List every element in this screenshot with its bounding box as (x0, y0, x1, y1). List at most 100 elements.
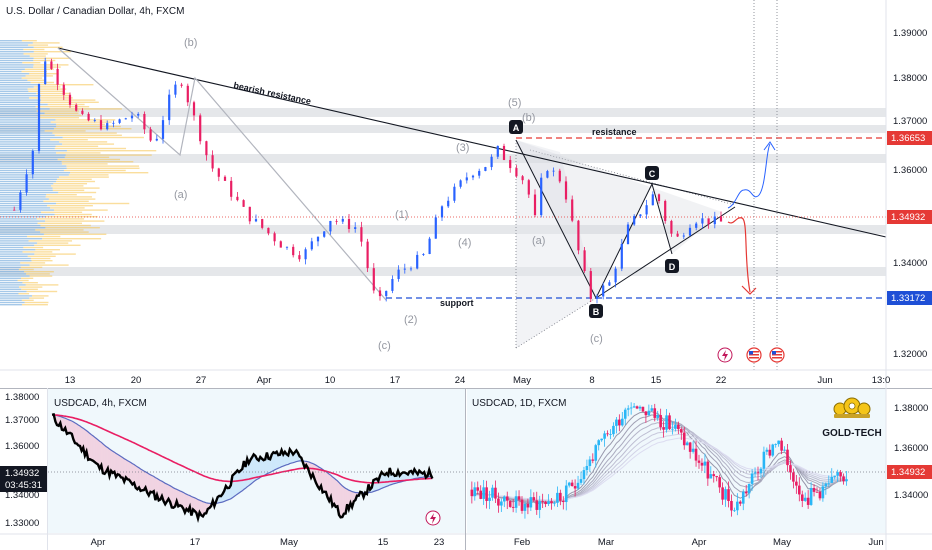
volume-bar (24, 301, 49, 304)
candle-body (644, 411, 648, 416)
candle-body (285, 246, 289, 248)
lightning-event-icon[interactable] (717, 347, 733, 363)
candle-body (845, 479, 848, 482)
wave-label-c: (c) (378, 340, 391, 352)
ribbon-segment (181, 491, 184, 509)
volume-bar (0, 92, 37, 95)
candle-body (544, 501, 547, 505)
candle-body (112, 122, 115, 124)
candle-body (471, 175, 475, 178)
candle-body (323, 231, 326, 237)
candle-body (535, 500, 539, 510)
volume-bar (33, 51, 71, 53)
candle-body (739, 501, 742, 504)
ribbon-segment (327, 472, 330, 501)
ribbon-segment (243, 460, 246, 490)
volume-bar (66, 167, 140, 169)
wave-label-5: (5) (508, 97, 521, 109)
right-panel-1d[interactable]: USDCAD, 1D, FXCM GOLD-TECH 1.38000 1.360… (466, 388, 932, 550)
price-label: 1.34000 (893, 258, 927, 269)
candle-body (532, 497, 536, 501)
volume-bar (66, 165, 140, 167)
point-c-badge: C (645, 166, 659, 180)
ribbon-segment (150, 474, 153, 493)
main-chart[interactable]: bearish resistance resistance support (b… (0, 0, 932, 388)
resistance-price-tag: 1.36653 (887, 131, 932, 145)
candle-body (453, 186, 456, 201)
volume-bar (0, 284, 26, 286)
volume-bar (21, 288, 38, 290)
candle-body (608, 282, 611, 286)
volume-bar (47, 103, 85, 106)
candle-body (691, 448, 695, 452)
candle-body (304, 249, 307, 260)
volume-bar (0, 286, 20, 288)
candle-body (688, 442, 692, 452)
volume-bar (0, 101, 41, 103)
volume-bar (0, 97, 30, 99)
volume-bar (0, 48, 24, 51)
volume-bar (0, 132, 53, 134)
left-panel-4h[interactable]: USDCAD, 4h, FXCM 1.38000 1.37000 1.36000… (0, 388, 465, 550)
volume-bar (0, 191, 59, 194)
lightning-event-icon[interactable] (425, 510, 441, 526)
candle-body (620, 244, 623, 269)
candle-body (316, 236, 320, 242)
volume-bar (0, 200, 44, 202)
volume-bar (0, 293, 19, 295)
price-axis[interactable]: 1.39000 1.38000 1.37000 1.36000 1.34000 … (893, 28, 927, 360)
ribbon-segment (324, 470, 326, 492)
volume-bar (0, 229, 36, 231)
candle-body (44, 61, 47, 85)
us-flag-event-icon[interactable] (746, 347, 762, 363)
volume-bar (40, 99, 96, 101)
volume-bar (0, 128, 54, 130)
ribbon-segment (273, 452, 276, 471)
volume-bar (58, 191, 97, 194)
time-axis[interactable]: 13 20 27 Apr 10 17 24 May 8 15 22 Jun 13… (65, 375, 891, 386)
left-time-label: 23 (434, 537, 445, 548)
candle-body (434, 217, 437, 239)
ribbon-segment (237, 470, 239, 495)
volume-bar (0, 218, 37, 220)
candle-body (703, 461, 707, 466)
ribbon-segment (402, 472, 405, 482)
candle-body (476, 487, 480, 491)
volume-bar (35, 229, 84, 231)
wave-label-2: (2) (404, 314, 417, 326)
volume-bar (0, 73, 30, 75)
time-label: 17 (390, 375, 401, 386)
time-label: Jun (817, 375, 832, 386)
right-panel-title: USDCAD, 1D, FXCM (472, 398, 566, 409)
us-flag-event-icon[interactable] (769, 347, 785, 363)
candle-body (685, 442, 689, 446)
ribbon-segment (143, 470, 146, 491)
time-label: 20 (131, 375, 142, 386)
volume-bar (34, 253, 76, 255)
ema-slow-line (52, 413, 433, 484)
ribbon-segment (186, 494, 189, 511)
volume-bar (21, 40, 37, 42)
bottom-panels[interactable]: USDCAD, 4h, FXCM 1.38000 1.37000 1.36000… (0, 388, 932, 550)
volume-bar (0, 84, 40, 86)
daily-candles (470, 402, 848, 519)
ribbon-segment (252, 454, 254, 484)
ribbon-segment (130, 462, 133, 485)
right-current-price-tag: 1.34932 (887, 465, 932, 479)
volume-bar (0, 110, 37, 112)
volume-bar (0, 301, 25, 304)
candle-body (579, 479, 583, 483)
volume-bar (0, 209, 55, 211)
candle-body (827, 482, 831, 484)
ribbon-segment (193, 497, 195, 511)
ribbon-segment (117, 454, 120, 475)
volume-bar (0, 244, 35, 246)
candle-body (639, 214, 642, 217)
candle-body (603, 433, 606, 439)
volume-bar (0, 79, 28, 81)
candle-body (830, 476, 834, 483)
volume-bar (0, 207, 51, 209)
candle-body (665, 415, 668, 430)
volume-bar (0, 114, 40, 117)
candle-body (93, 120, 96, 121)
